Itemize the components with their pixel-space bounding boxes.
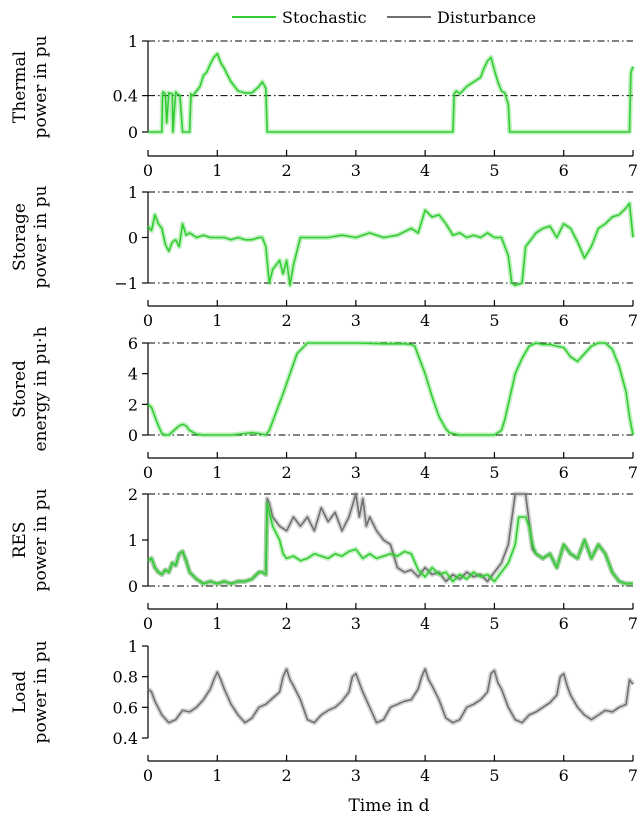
panel-thermal: 0 0.4 1 Thermalpower in pu 0 1 2 3 4 5 6 7 [10, 32, 638, 180]
load-x-tick-label-0: 0 [143, 766, 153, 785]
stored-energy-x-tick-label-7: 7 [628, 463, 638, 482]
legend: Stochastic Disturbance [232, 8, 536, 27]
load-y-axis-label-line-1: power in pu [31, 641, 51, 744]
storage-x-tick-label-5: 5 [489, 311, 499, 330]
stored-energy-series-stochastic [147, 342, 634, 436]
res-series-disturbance [147, 493, 633, 585]
stored-energy-y-axis-label: Storedenergy in pu·h [10, 326, 51, 451]
storage-x-tick-label-4: 4 [420, 311, 430, 330]
stored-energy-x-tick-label-1: 1 [212, 463, 222, 482]
storage-x-tick-label-7: 7 [628, 311, 638, 330]
stored-energy-y-tick-label-3: 6 [128, 334, 138, 353]
res-y-tick-label-2: 2 [128, 485, 138, 504]
storage-y-tick-label-2: 1 [128, 183, 138, 202]
res-y-axis-label: RESpower in pu [10, 489, 51, 592]
legend-stochastic-label: Stochastic [282, 8, 367, 27]
stored-energy-series-band-stochastic [146, 340, 636, 438]
load-y-tick-label-2: 0.8 [113, 668, 138, 687]
storage-x-tick-label-2: 2 [281, 311, 291, 330]
thermal-x-tick-label-1: 1 [212, 161, 222, 180]
load-y-axis-label-line-0: Load [10, 671, 30, 714]
load-x-tick-label-1: 1 [212, 766, 222, 785]
thermal-y-tick-label-2: 1 [128, 32, 138, 51]
stored-energy-y-axis-label-line-0: Stored [10, 360, 30, 418]
load-y-tick-label-1: 0.6 [113, 698, 138, 717]
load-y-tick-label-3: 1 [128, 637, 138, 656]
thermal-x-tick-label-0: 0 [143, 161, 153, 180]
storage-series-band-stochastic [146, 200, 636, 288]
thermal-x-tick-label-6: 6 [559, 161, 569, 180]
legend-disturbance-label: Disturbance [437, 8, 536, 27]
thermal-x-tick-label-5: 5 [489, 161, 499, 180]
load-x-tick-label-3: 3 [351, 766, 361, 785]
res-y-axis-label-line-0: RES [10, 522, 30, 559]
stored-energy-x-tick-label-2: 2 [281, 463, 291, 482]
load-x-tick-label-7: 7 [628, 766, 638, 785]
panel-load: 0.4 0.6 0.8 1 Loadpower in pu 0 1 2 3 4 5 6 7 [10, 637, 638, 785]
stored-energy-x-tick-label-4: 4 [420, 463, 430, 482]
thermal-x-tick-label-4: 4 [420, 161, 430, 180]
thermal-y-axis-label-line-0: Thermal [10, 51, 30, 123]
load-series-disturbance [147, 668, 634, 724]
stored-energy-y-tick-label-0: 0 [128, 426, 138, 445]
stored-energy-x-tick-label-3: 3 [351, 463, 361, 482]
thermal-series-band-stochastic [148, 51, 636, 135]
res-x-tick-label-7: 7 [628, 614, 638, 633]
thermal-x-tick-label-7: 7 [628, 161, 638, 180]
res-y-tick-label-0: 0 [128, 577, 138, 596]
res-series-band-disturbance [146, 491, 633, 587]
stored-energy-x-tick-label-5: 5 [489, 463, 499, 482]
thermal-x-tick-label-3: 3 [351, 161, 361, 180]
stored-energy-x-tick-label-6: 6 [559, 463, 569, 482]
res-y-axis-label-line-1: power in pu [31, 489, 51, 592]
stored-energy-x-tick-label-0: 0 [143, 463, 153, 482]
res-y-tick-label-1: 1 [128, 531, 138, 550]
storage-x-tick-label-6: 6 [559, 311, 569, 330]
storage-y-axis-label: Storagepower in pu [10, 186, 51, 289]
load-y-axis-label: Loadpower in pu [10, 641, 51, 744]
thermal-y-axis-label-line-1: power in pu [31, 36, 51, 139]
res-x-tick-label-2: 2 [281, 614, 291, 633]
storage-x-tick-label-1: 1 [212, 311, 222, 330]
thermal-y-tick-label-1: 0.4 [113, 87, 138, 106]
res-series-stochastic [147, 502, 633, 585]
storage-x-tick-label-3: 3 [351, 311, 361, 330]
res-x-tick-label-6: 6 [559, 614, 569, 633]
load-x-tick-label-6: 6 [559, 766, 569, 785]
thermal-y-tick-label-0: 0 [128, 123, 138, 142]
panel-res: 0 1 2 RESpower in pu 0 1 2 3 4 5 6 7 [10, 485, 638, 633]
load-x-tick-label-5: 5 [489, 766, 499, 785]
panel-stored-energy: 0 2 4 6 Storedenergy in pu·h 0 1 2 3 4 5 6 7 [10, 326, 638, 482]
stored-energy-y-tick-label-1: 2 [128, 395, 138, 414]
stored-energy-y-axis-label-line-1: energy in pu·h [31, 326, 51, 451]
res-x-tick-label-3: 3 [351, 614, 361, 633]
thermal-x-tick-label-2: 2 [281, 161, 291, 180]
storage-y-tick-label-1: 0 [128, 229, 138, 248]
thermal-series-stochastic [148, 52, 634, 133]
storage-x-tick-label-0: 0 [143, 311, 153, 330]
res-x-tick-label-5: 5 [489, 614, 499, 633]
storage-y-axis-label-line-0: Storage [10, 203, 30, 271]
res-x-tick-label-4: 4 [420, 614, 430, 633]
storage-y-tick-label-0: −1 [114, 274, 138, 293]
res-x-tick-label-1: 1 [212, 614, 222, 633]
res-x-tick-label-0: 0 [143, 614, 153, 633]
x-axis-label: Time in d [348, 796, 429, 816]
load-y-tick-label-0: 0.4 [113, 729, 138, 748]
load-x-tick-label-4: 4 [420, 766, 430, 785]
thermal-y-axis-label: Thermalpower in pu [10, 36, 51, 139]
storage-series-stochastic [147, 202, 634, 287]
storage-y-axis-label-line-1: power in pu [31, 186, 51, 289]
load-x-tick-label-2: 2 [281, 766, 291, 785]
stored-energy-y-tick-label-2: 4 [128, 365, 138, 384]
panel-storage: −1 0 1 Storagepower in pu 0 1 2 3 4 5 6 7 [10, 183, 638, 330]
